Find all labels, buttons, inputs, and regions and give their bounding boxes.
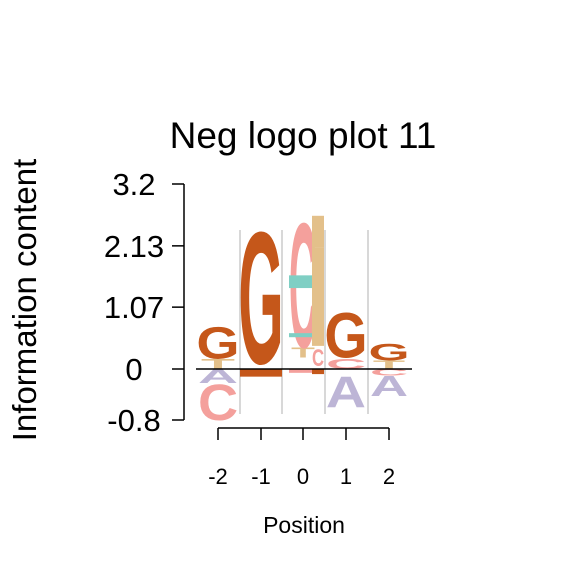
logo-block-pos2-4 bbox=[289, 369, 317, 373]
chart-title: Neg logo plot 11 bbox=[170, 115, 437, 156]
y-tick-label: 0 bbox=[125, 352, 142, 387]
logo-letter-t-pos0-0: T bbox=[201, 356, 235, 372]
logo-block-pos2-3 bbox=[289, 333, 317, 338]
x-tick-label: 2 bbox=[383, 464, 395, 489]
y-tick-label: 3.2 bbox=[112, 167, 155, 202]
logo-letters: TGACGTCCCGATGCA bbox=[196, 187, 409, 432]
logo-letter-a-pos4-2: A bbox=[326, 368, 366, 417]
logo-block-pos2-2 bbox=[289, 275, 317, 289]
logo-letter-c-pos0-3: C bbox=[198, 375, 238, 432]
y-tick-label: 1.07 bbox=[104, 290, 164, 325]
logo-letter-c-pos3-0: C bbox=[312, 345, 324, 372]
logo-letter-g-pos5-1: G bbox=[368, 339, 409, 366]
logo-letter-c-pos5-2: C bbox=[370, 368, 408, 378]
logo-letter-t-pos2-0: T bbox=[291, 345, 315, 361]
x-tick-label: 1 bbox=[340, 464, 352, 489]
x-tick-label: 0 bbox=[297, 464, 309, 489]
logo-letter-c-pos4-0: C bbox=[326, 356, 366, 372]
y-axis-label: Information content bbox=[6, 159, 43, 442]
vertical-gridlines bbox=[239, 230, 369, 414]
logo-block-pos3-2 bbox=[312, 215, 324, 248]
x-axis: -2 -1 0 1 2 bbox=[208, 427, 395, 489]
logo-block-pos3-3 bbox=[312, 369, 324, 375]
logo-letter-a-pos5-3: A bbox=[370, 370, 408, 401]
logo-letter-g-pos0-1: G bbox=[196, 317, 239, 368]
logo-block-pos1-1 bbox=[240, 369, 282, 377]
y-axis: 3.2 2.13 1.07 0 -0.8 bbox=[104, 167, 185, 438]
x-axis-label: Position bbox=[263, 512, 345, 538]
logo-letter-a-pos0-2: A bbox=[198, 365, 238, 387]
logo-letter-g-pos4-1: G bbox=[324, 300, 367, 372]
x-tick-label: -2 bbox=[208, 464, 228, 489]
x-tick-label: -1 bbox=[251, 464, 271, 489]
logo-block-pos3-1 bbox=[312, 247, 324, 346]
y-tick-label: 2.13 bbox=[104, 229, 164, 264]
y-tick-label: -0.8 bbox=[107, 403, 160, 438]
